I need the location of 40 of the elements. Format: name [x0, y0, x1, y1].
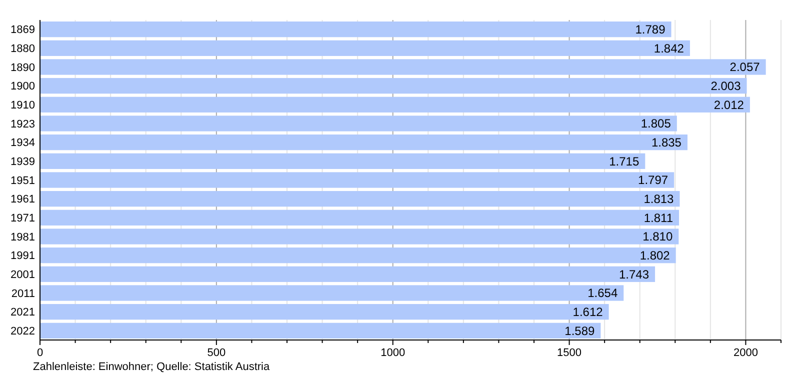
y-tick-label: 1910: [10, 100, 35, 112]
y-tick-label: 1971: [10, 212, 35, 225]
data-label: 1.743: [619, 267, 650, 282]
data-label: 1.715: [609, 154, 640, 168]
y-tick-label: 1890: [10, 62, 35, 74]
data-label: 1.811: [644, 210, 674, 225]
data-label: 1.835: [651, 136, 682, 150]
y-tick-label: 2021: [10, 306, 35, 319]
data-label: 1.654: [588, 286, 618, 300]
data-label: 1.810: [642, 230, 673, 244]
data-label: 1.842: [654, 41, 684, 56]
data-label: 1.612: [572, 305, 604, 320]
text: Zahlenleiste: Einwohner; Quelle: Statistik Austria: [33, 361, 270, 373]
y-tick-label: 1981: [10, 231, 35, 244]
y-tick-label: 2011: [11, 288, 35, 300]
y-tick-label: 2001: [10, 269, 35, 282]
y-tick-label: 1880: [10, 43, 35, 56]
y-tick-label: 1951: [10, 174, 35, 187]
x-tick-label: 2000: [733, 347, 758, 359]
y-tick-label: 1961: [10, 194, 35, 206]
x-tick-label: 1000: [380, 347, 406, 359]
x-tick-label: 500: [207, 347, 226, 359]
data-label: 1.805: [640, 116, 672, 131]
data-label: 1.589: [564, 324, 596, 338]
y-tick-label: 1900: [10, 80, 35, 93]
data-label: 1.802: [640, 248, 670, 263]
y-tick-label: 2022: [10, 326, 35, 338]
data-label: 2.057: [730, 60, 760, 74]
y-tick-label: 1869: [10, 24, 35, 36]
y-tick-label: 1923: [10, 118, 35, 130]
data-label: 1.789: [635, 22, 666, 37]
data-label: 2.012: [714, 98, 744, 112]
y-tick-label: 1939: [10, 156, 35, 168]
data-label: 2.003: [710, 79, 742, 94]
data-label: 1.797: [638, 173, 668, 188]
x-tick-label: 1500: [557, 347, 582, 359]
data-label: 1.813: [644, 192, 674, 206]
x-tick-label: 0: [36, 347, 44, 359]
y-tick-label: 1934: [10, 137, 35, 150]
y-tick-label: 1991: [10, 250, 35, 262]
